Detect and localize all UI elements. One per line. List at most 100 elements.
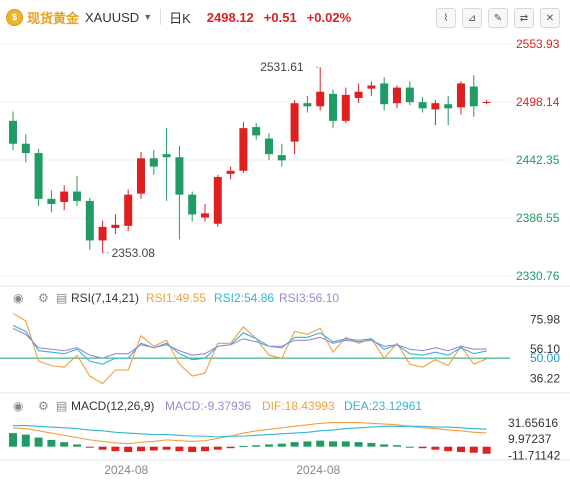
panel-menu-icon[interactable]: ▤ xyxy=(56,291,67,305)
dif-line xyxy=(12,421,487,445)
macd-histogram-bar xyxy=(265,444,273,447)
macd-histogram-bar xyxy=(111,446,120,452)
macd-histogram-bar xyxy=(482,446,491,454)
price-axis-label: 2386.55 xyxy=(516,211,560,225)
candle-body xyxy=(393,87,401,104)
candle-body xyxy=(162,154,171,158)
period-selector[interactable]: 日K xyxy=(169,10,191,26)
candle-body xyxy=(188,194,197,215)
candle-body xyxy=(252,127,261,136)
price-axis-label: 2330.76 xyxy=(516,269,560,283)
rsi-line-rsi1 xyxy=(12,312,487,385)
dea-line xyxy=(13,424,487,438)
candle-body xyxy=(201,213,209,218)
close-icon[interactable]: ✕ xyxy=(540,8,560,28)
macd-histogram-bar xyxy=(290,442,299,447)
eye-icon[interactable]: ◉ xyxy=(13,399,23,413)
rsi1-legend: RSI1:49.55 xyxy=(146,291,206,305)
draw-icon[interactable]: ⊿ xyxy=(462,8,482,28)
macd-histogram-bar xyxy=(137,446,145,452)
rsi-title: RSI(7,14,21) xyxy=(71,291,139,305)
macd-title: MACD(12,26,9) xyxy=(71,399,154,413)
symbol-selector[interactable]: XAUUSD xyxy=(85,9,140,25)
macd-histogram-bar xyxy=(73,444,81,447)
line-chart-icon[interactable]: ⌇ xyxy=(436,8,456,28)
candle-body xyxy=(354,91,363,98)
candle-body xyxy=(367,85,376,89)
candle-body xyxy=(469,86,478,107)
macd-histogram-bar xyxy=(239,445,248,447)
price-axis-label: 2498.14 xyxy=(516,95,560,109)
candle-body xyxy=(303,103,312,107)
macd-histogram-bar xyxy=(367,442,376,447)
candle-body xyxy=(444,104,453,109)
candle-body xyxy=(418,102,427,109)
macd-histogram-bar xyxy=(9,433,17,447)
candle-body xyxy=(124,194,133,226)
macd-histogram-bar xyxy=(98,446,107,450)
rsi-axis-label: 36.22 xyxy=(530,372,560,386)
last-price: 2498.12 xyxy=(206,9,254,25)
macd-histogram-bar xyxy=(175,446,184,452)
candle-body xyxy=(149,158,158,167)
candle-body xyxy=(21,143,30,154)
candle-body xyxy=(226,170,235,174)
macd-histogram-bar xyxy=(277,443,286,447)
eye-icon[interactable]: ◉ xyxy=(13,291,23,305)
candle-body xyxy=(265,138,273,155)
macd-histogram-bar xyxy=(380,444,389,447)
date-axis-label: 2024-08 xyxy=(104,463,148,477)
date-axis-label: 2024-08 xyxy=(296,463,340,477)
panel-menu-icon[interactable]: ▤ xyxy=(56,399,67,413)
macd-histogram-bar xyxy=(60,442,69,447)
pencil-icon[interactable]: ✎ xyxy=(488,8,508,28)
macd-axis-label: -11.71142 xyxy=(508,449,561,463)
macd-histogram-bar xyxy=(393,445,401,447)
gear-icon[interactable]: ⚙ xyxy=(38,291,49,305)
rsi-legend: ◉ ⚙ ▤ RSI(7,14,21) RSI1:49.55 RSI2:54.86… xyxy=(13,291,339,305)
candle-body xyxy=(380,83,389,105)
macd-histogram-bar xyxy=(329,441,337,447)
candle-body xyxy=(239,128,248,171)
candle-body xyxy=(457,83,465,108)
rsi-line-rsi2 xyxy=(12,324,487,365)
candle-body xyxy=(111,224,120,228)
macd-histogram-bar xyxy=(431,446,440,450)
candle-body xyxy=(482,102,491,104)
macd-histogram-bar xyxy=(21,434,30,447)
compare-icon[interactable]: ⇄ xyxy=(514,8,534,28)
macd-axis-label: 31.65616 xyxy=(508,416,558,430)
candle-body xyxy=(277,155,286,161)
candle-body xyxy=(316,91,325,107)
candle-body xyxy=(9,120,17,144)
macd-histogram-bar xyxy=(85,446,94,448)
candle-body xyxy=(137,158,145,194)
macd-histogram-bar xyxy=(418,446,427,449)
gear-icon[interactable]: ⚙ xyxy=(38,399,49,413)
candle-body xyxy=(290,103,299,142)
instrument-name: 现货黄金 xyxy=(27,10,80,26)
toolbar: ⌇ ⊿ ✎ ⇄ ✕ xyxy=(436,8,560,28)
rsi-axis-label: 75.98 xyxy=(530,312,560,326)
macd-histogram-bar xyxy=(213,446,222,450)
candle-body xyxy=(34,153,43,199)
macd-histogram-bar xyxy=(188,446,197,452)
chevron-down-icon[interactable]: ▼ xyxy=(143,12,153,22)
price-axis-label: 2442.35 xyxy=(516,153,560,167)
price-change-pct: +0.02% xyxy=(306,9,352,25)
candle-body xyxy=(431,103,440,110)
candle-body xyxy=(329,93,337,121)
macd-histogram-bar xyxy=(124,446,133,452)
macd-histogram-bar xyxy=(252,445,261,447)
macd-histogram-bar xyxy=(149,446,158,451)
macd-histogram-bar xyxy=(469,446,478,453)
macd-histogram-bar xyxy=(405,446,414,448)
macd-histogram-bar xyxy=(444,446,453,452)
macd-histogram-bar xyxy=(316,440,325,447)
rsi3-legend: RSI3:56.10 xyxy=(279,291,339,305)
macd-value-legend: MACD:-9.37936 xyxy=(165,399,251,413)
rsi-line-rsi3 xyxy=(12,327,487,359)
dif-legend: DIF:18.43993 xyxy=(262,399,335,413)
macd-histogram-bar xyxy=(457,446,465,452)
